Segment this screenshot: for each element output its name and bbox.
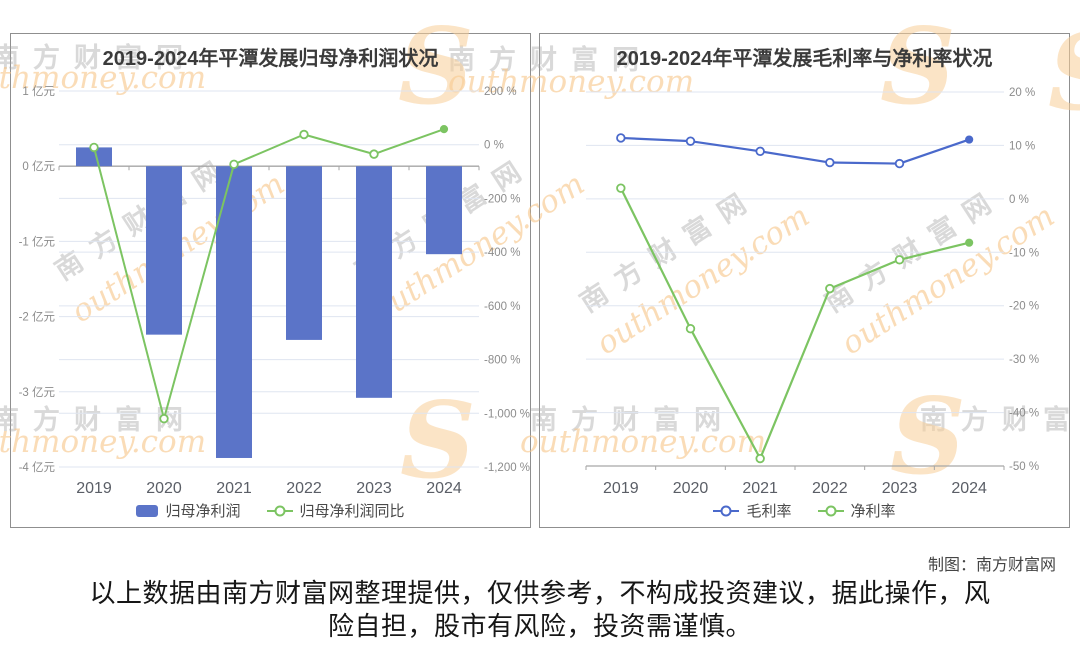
svg-text:0 %: 0 % [484,140,504,152]
svg-text:-1,200 %: -1,200 % [484,462,530,474]
svg-text:2022: 2022 [286,480,322,497]
svg-text:20 %: 20 % [1009,87,1035,99]
legend-label: 毛利率 [746,503,792,520]
svg-text:-4 亿元: -4 亿元 [19,461,56,474]
svg-text:-2 亿元: -2 亿元 [19,311,56,324]
svg-text:0 %: 0 % [1009,194,1029,206]
svg-text:2020: 2020 [146,480,182,497]
disclaimer-line-1: 以上数据由南方财富网整理提供，仅供参考，不构成投资建议，据此操作，风 [89,578,991,608]
disclaimer-line-2: 险自担，股市有风险，投资需谨慎。 [327,611,752,641]
svg-text:-600 %: -600 % [484,301,520,313]
margin-chart-title: 2019-2024年平潭发展毛利率与净利率状况 [616,48,993,70]
legend-label: 归母净利润 [165,503,241,520]
margin-chart-panel: 2019-2024年平潭发展毛利率与净利率状况 20 % 10 % 0 % -10 %… [539,33,1070,528]
margin-chart-legend: 毛利率 净利率 [540,500,1069,521]
legend-item-net-margin[interactable]: 净利率 [817,500,896,521]
disclaimer-text: 以上数据由南方财富网整理提供，仅供参考，不构成投资建议，据此操作，风 险自担，股… [0,577,1080,643]
margin-chart-svg: 20 % 10 % 0 % -10 % -20 % -30 % -40 % -50 % 2019… [585,87,1039,497]
svg-text:2021: 2021 [216,480,252,497]
svg-text:-200 %: -200 % [484,193,520,205]
svg-text:-20 %: -20 % [1009,301,1039,313]
svg-text:-30 %: -30 % [1009,354,1039,366]
svg-text:-3 亿元: -3 亿元 [19,386,56,399]
svg-text:-1 亿元: -1 亿元 [19,235,56,248]
line-marker-swatch-icon [266,505,293,516]
svg-text:2021: 2021 [742,480,778,497]
svg-text:2019: 2019 [76,480,112,497]
legend-label: 净利率 [850,503,896,520]
svg-text:-40 %: -40 % [1009,408,1039,420]
svg-text:2023: 2023 [882,480,918,497]
svg-text:-10 %: -10 % [1009,247,1039,259]
net-profit-chart-legend: 归母净利润 归母净利润同比 [11,500,530,521]
svg-text:-800 %: -800 % [484,355,520,367]
line-marker-swatch-icon [713,505,740,516]
net-profit-chart-panel: 2019-2024年平潭发展归母净利润状况 1 亿元 0 亿元 -1 亿元 -2 亿元… [10,33,531,528]
legend-label: 归母净利润同比 [299,503,405,520]
svg-text:2020: 2020 [673,480,709,497]
svg-text:0 亿元: 0 亿元 [22,160,55,173]
svg-text:10 %: 10 % [1009,140,1035,152]
svg-text:-400 %: -400 % [484,247,520,259]
svg-text:-1,000 %: -1,000 % [484,408,530,420]
svg-text:2022: 2022 [812,480,848,497]
line-marker-swatch-icon [817,505,844,516]
net-profit-chart-title: 2019-2024年平潭发展归母净利润状况 [102,48,439,70]
svg-text:2024: 2024 [426,480,462,497]
svg-text:2023: 2023 [356,480,392,497]
credit-text: 制图：南方财富网 [927,557,1056,574]
svg-text:200 %: 200 % [484,86,517,98]
legend-item-gross-margin[interactable]: 毛利率 [713,500,792,521]
bar-swatch-icon [136,504,159,517]
legend-item-net-profit-yoy[interactable]: 归母净利润同比 [266,500,405,521]
svg-text:2019: 2019 [603,480,639,497]
svg-text:-50 %: -50 % [1009,461,1039,473]
svg-text:1 亿元: 1 亿元 [22,85,55,98]
legend-item-net-profit[interactable]: 归母净利润 [136,500,241,521]
net-profit-chart-svg: 1 亿元 0 亿元 -1 亿元 -2 亿元 -3 亿元 -4 亿元 200 % 0 % -200… [19,85,530,497]
svg-text:2024: 2024 [951,480,987,497]
